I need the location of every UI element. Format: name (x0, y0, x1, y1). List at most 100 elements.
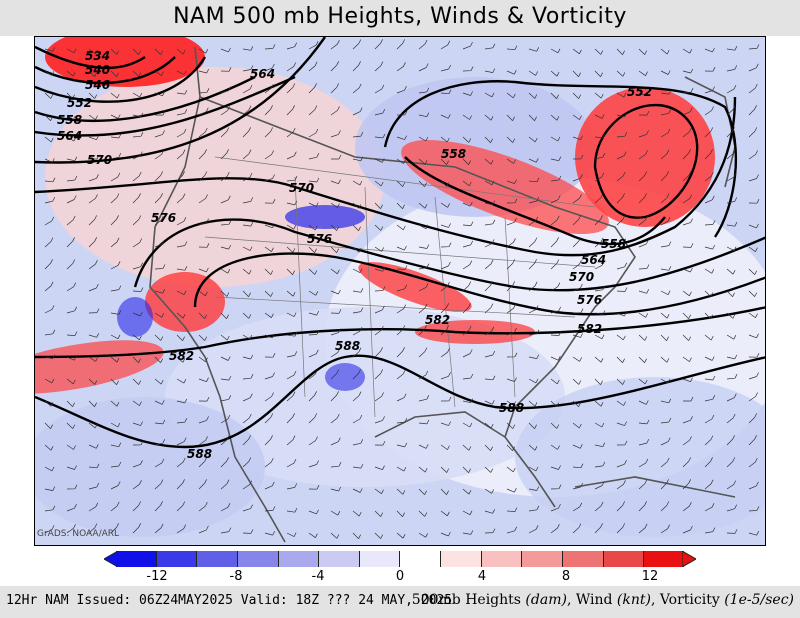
wind-barb (154, 130, 165, 138)
wind-barb (638, 193, 647, 204)
wind-barb (462, 41, 473, 50)
contour-label: 564 (581, 253, 606, 267)
wind-barb (638, 239, 649, 248)
wind-barb (220, 106, 230, 116)
wind-barb (110, 356, 120, 363)
wind-barb (616, 460, 627, 468)
wind-barb (462, 373, 474, 380)
wind-barb (44, 422, 53, 429)
wind-barb (66, 114, 76, 121)
wind-barb (44, 505, 56, 512)
wind-barb (572, 444, 583, 449)
wind-barb (748, 127, 758, 138)
wind-barb (594, 70, 603, 77)
wind-barb (132, 92, 143, 98)
wind-barb (506, 444, 515, 451)
wind-barb (594, 215, 603, 226)
wind-barb (484, 528, 496, 534)
wind-barb (286, 508, 298, 513)
wind-barb (220, 127, 230, 138)
wind-barb (396, 86, 407, 94)
wind-barb (396, 488, 406, 495)
wind-barb (44, 92, 54, 99)
wind-barb (660, 479, 669, 490)
wind-barb (242, 374, 254, 380)
wind-barb (110, 378, 119, 385)
contour-label: 564 (57, 129, 82, 143)
wind-barb (176, 193, 186, 204)
wind-barb (638, 438, 650, 446)
wind-barb (616, 92, 627, 98)
wind-barb (462, 240, 474, 248)
wind-barb (594, 133, 606, 139)
wind-barb (418, 419, 430, 425)
wind-barb (264, 44, 276, 50)
wind-barb (198, 377, 209, 383)
wind-barb (506, 507, 518, 512)
wind-barb (550, 306, 562, 314)
wind-barb (286, 413, 295, 424)
wind-barb (110, 133, 122, 139)
wind-barb (374, 532, 384, 539)
contour-label: 534 (85, 49, 110, 63)
wind-barb (264, 353, 276, 358)
wind-barb (638, 334, 648, 341)
colorbar-tick: 0 (395, 569, 405, 584)
wind-barb (506, 304, 516, 314)
wind-barb (44, 466, 55, 472)
wind-barb (374, 158, 385, 163)
colorbar-cell (522, 551, 564, 567)
wind-barb (88, 114, 98, 120)
wind-barb (242, 84, 253, 94)
wind-barb (506, 238, 516, 248)
wind-barb (66, 136, 77, 142)
wind-barb (528, 486, 540, 491)
wind-barb (264, 63, 275, 72)
wind-barb (308, 290, 319, 296)
wind-barb (616, 378, 626, 385)
wind-barb (418, 283, 429, 292)
wind-barb (726, 334, 737, 340)
wind-barb (264, 413, 274, 424)
wind-barb (638, 289, 650, 294)
wind-barb (110, 172, 121, 182)
wind-barb (220, 356, 231, 361)
wind-barb (330, 224, 340, 231)
legend-vorticity: , Vorticity (650, 592, 720, 608)
wind-barb (572, 523, 582, 534)
wind-barb (484, 259, 494, 270)
wind-barb (550, 48, 561, 54)
wind-barb (264, 392, 274, 402)
wind-barb (396, 110, 408, 116)
wind-barb (132, 112, 144, 118)
wind-barb (506, 259, 516, 270)
wind-barb (220, 149, 229, 160)
wind-barb (264, 268, 274, 275)
wind-barb (726, 149, 736, 160)
wind-barb (44, 305, 55, 314)
wind-barb (264, 481, 275, 490)
wind-barb (726, 312, 736, 319)
wind-barb (352, 488, 363, 493)
wind-barb (132, 151, 143, 160)
wind-barb (88, 260, 98, 270)
wind-barb (462, 444, 472, 451)
wind-barb (352, 327, 363, 336)
wind-barb (528, 92, 538, 99)
wind-barb (198, 396, 210, 402)
wind-barb (242, 197, 254, 204)
wind-barb (242, 149, 252, 160)
colorbar-cell (278, 551, 320, 567)
wind-barb (726, 529, 738, 534)
wind-barb (176, 378, 187, 384)
wind-barb (572, 114, 582, 120)
wind-barb (748, 223, 759, 229)
weather-map[interactable]: 534 540 546 552 558 564 564 570 570 576 … (34, 36, 766, 546)
wind-barb (154, 400, 165, 405)
wind-barb (110, 501, 120, 512)
wind-barb (682, 312, 692, 319)
wind-barb (242, 354, 254, 360)
colorbar-cell (563, 551, 604, 567)
wind-barb (418, 510, 428, 517)
wind-barb (176, 149, 186, 160)
